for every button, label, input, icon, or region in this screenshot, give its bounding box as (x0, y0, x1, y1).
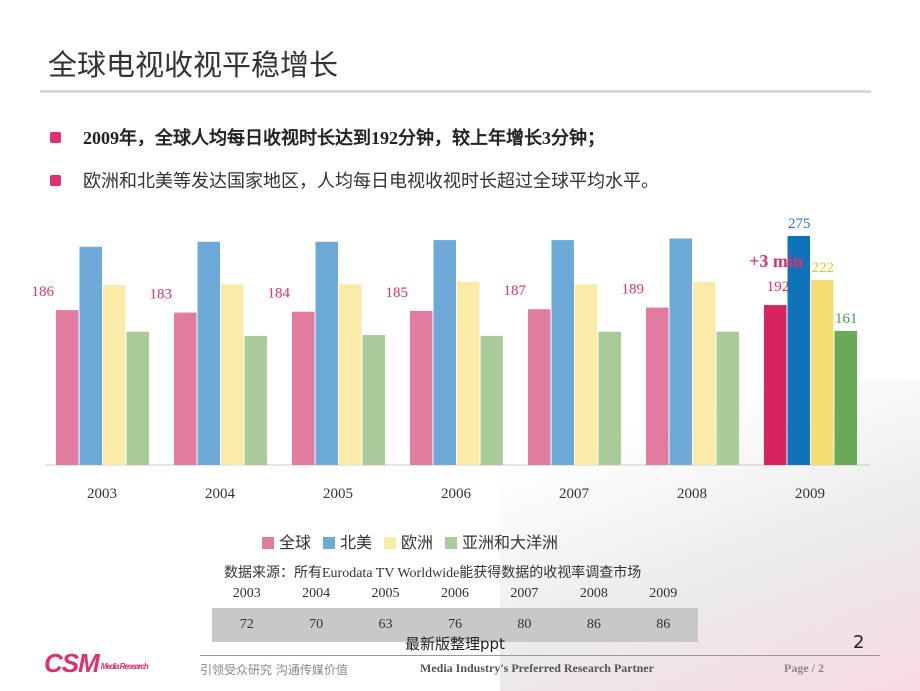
table-year: 2007 (510, 586, 539, 601)
x-tick-label: 2009 (795, 486, 825, 502)
bar-2005-1 (315, 241, 338, 465)
table-header-row: 2003 2004 2005 2006 2007 2008 2009 (212, 582, 698, 606)
table-cell: 72 (239, 617, 254, 632)
data-label: 275 (788, 216, 811, 232)
bar-2004-1 (197, 241, 220, 465)
table-cell: 86 (586, 617, 601, 632)
bar-2003-1 (79, 246, 102, 465)
data-label: 183 (150, 287, 173, 303)
legend-label: 亚洲和大洋洲 (462, 533, 559, 552)
x-tick-label: 2006 (441, 486, 472, 502)
legend-swatch (445, 537, 458, 549)
bar-2003-3 (126, 331, 149, 465)
legend-swatch (323, 537, 336, 549)
x-tick-label: 2004 (205, 486, 236, 502)
bullet-text: 2009年，全球人均每日收视时长达到192分钟，较上年增长3分钟； (83, 128, 605, 148)
watermark-text: 最新版整理ppt (405, 635, 505, 653)
bar-2006-3 (480, 335, 503, 465)
bar-2009-2 (811, 280, 834, 465)
legend-label: 全球 (279, 533, 312, 552)
annotation: +3 min (749, 251, 803, 271)
bar-2008-3 (716, 331, 739, 465)
csm-logo: CSM Media Research (44, 648, 149, 679)
bar-2006-0 (410, 310, 433, 465)
title-divider (40, 90, 871, 93)
chart-legend: 全球 北美 欧洲 亚洲和大洋洲 (262, 529, 558, 553)
bar-2009-0 (764, 305, 787, 465)
bar-2007-1 (551, 240, 574, 465)
bar-2004-2 (221, 284, 244, 465)
table-year: 2008 (579, 586, 608, 601)
legend-label: 欧洲 (401, 533, 434, 552)
x-tick-label: 2008 (677, 486, 707, 502)
x-tick-label: 2007 (559, 486, 590, 502)
legend-item: 欧洲 (384, 529, 433, 553)
bar-2003-2 (103, 285, 126, 465)
legend-item: 北美 (323, 529, 372, 553)
table-year: 2009 (649, 586, 678, 601)
bullet-2: 欧洲和北美等发达国家地区，人均每日电视收视时长超过全球平均水平。 (50, 167, 659, 193)
legend-swatch (384, 537, 397, 549)
bar-2007-2 (575, 284, 598, 465)
bullet-text: 欧洲和北美等发达国家地区，人均每日电视收视时长超过全球平均水平。 (83, 171, 659, 191)
data-label: 161 (835, 311, 858, 327)
bar-2004-0 (174, 312, 197, 465)
table-cell: 76 (447, 617, 462, 632)
table-year: 2004 (302, 586, 331, 601)
bar-2004-3 (244, 335, 267, 465)
x-tick-label: 2005 (323, 486, 353, 502)
bar-2007-0 (528, 309, 551, 465)
table-year: 2005 (371, 586, 400, 601)
bar-2008-1 (669, 238, 692, 465)
page-number: 2 (853, 632, 865, 653)
data-source: 数据来源：所有Eurodata TV Worldwide能获得数据的收视率调查市… (224, 566, 642, 581)
table-row: 72 70 63 76 80 86 86 (212, 608, 698, 642)
bar-2009-3 (834, 330, 857, 465)
legend-item: 全球 (262, 529, 311, 553)
table-year: 2006 (440, 586, 469, 601)
legend-label: 北美 (340, 533, 373, 552)
bar-2005-0 (292, 311, 315, 465)
table-cell: 63 (378, 617, 393, 632)
bullet-square-icon (50, 174, 61, 186)
bar-2003-0 (56, 310, 79, 465)
bar-chart: 186 2003 183 2004 184 2005 185 2006 187 2007 189 20… (32, 216, 870, 502)
market-count-table: 2003 2004 2005 2006 2007 2008 2009 72 70 63 76 80 8… (212, 582, 698, 642)
table-cell: 86 (656, 617, 671, 632)
data-label: 184 (268, 286, 291, 302)
bar-2006-2 (457, 281, 480, 465)
logo-sub: Media Research (100, 662, 149, 671)
data-label: 185 (386, 285, 409, 301)
bar-2005-2 (339, 284, 362, 465)
data-label: 189 (622, 282, 645, 298)
table-cell: 70 (309, 617, 324, 632)
bar-2005-3 (362, 335, 385, 465)
footer-tagline: Media Industry's Preferred Research Part… (420, 661, 654, 675)
footer-slogan: 引领受众研究 沟通传媒价值 (200, 663, 348, 677)
data-label: 222 (812, 260, 835, 276)
bar-2008-2 (693, 281, 716, 465)
slide-title: 全球电视收视平稳增长 (48, 48, 339, 82)
x-tick-label: 2003 (87, 486, 117, 502)
bar-2007-3 (598, 331, 621, 465)
table-cell: 80 (517, 617, 532, 632)
logo-text: CSM (44, 648, 100, 678)
data-label: 186 (32, 284, 55, 300)
bullet-1: 2009年，全球人均每日收视时长达到192分钟，较上年增长3分钟； (50, 124, 605, 150)
bar-2009-1 (787, 235, 810, 465)
data-label: 192 (767, 279, 790, 295)
data-label: 187 (504, 283, 527, 299)
legend-item: 亚洲和大洋洲 (445, 529, 558, 553)
bullet-square-icon (50, 131, 61, 143)
footer-page: Page / 2 (784, 661, 824, 675)
footer-divider (200, 655, 880, 656)
table-year: 2003 (232, 586, 261, 601)
bar-2006-1 (433, 240, 456, 465)
legend-swatch (262, 537, 274, 549)
bar-2008-0 (646, 307, 669, 465)
